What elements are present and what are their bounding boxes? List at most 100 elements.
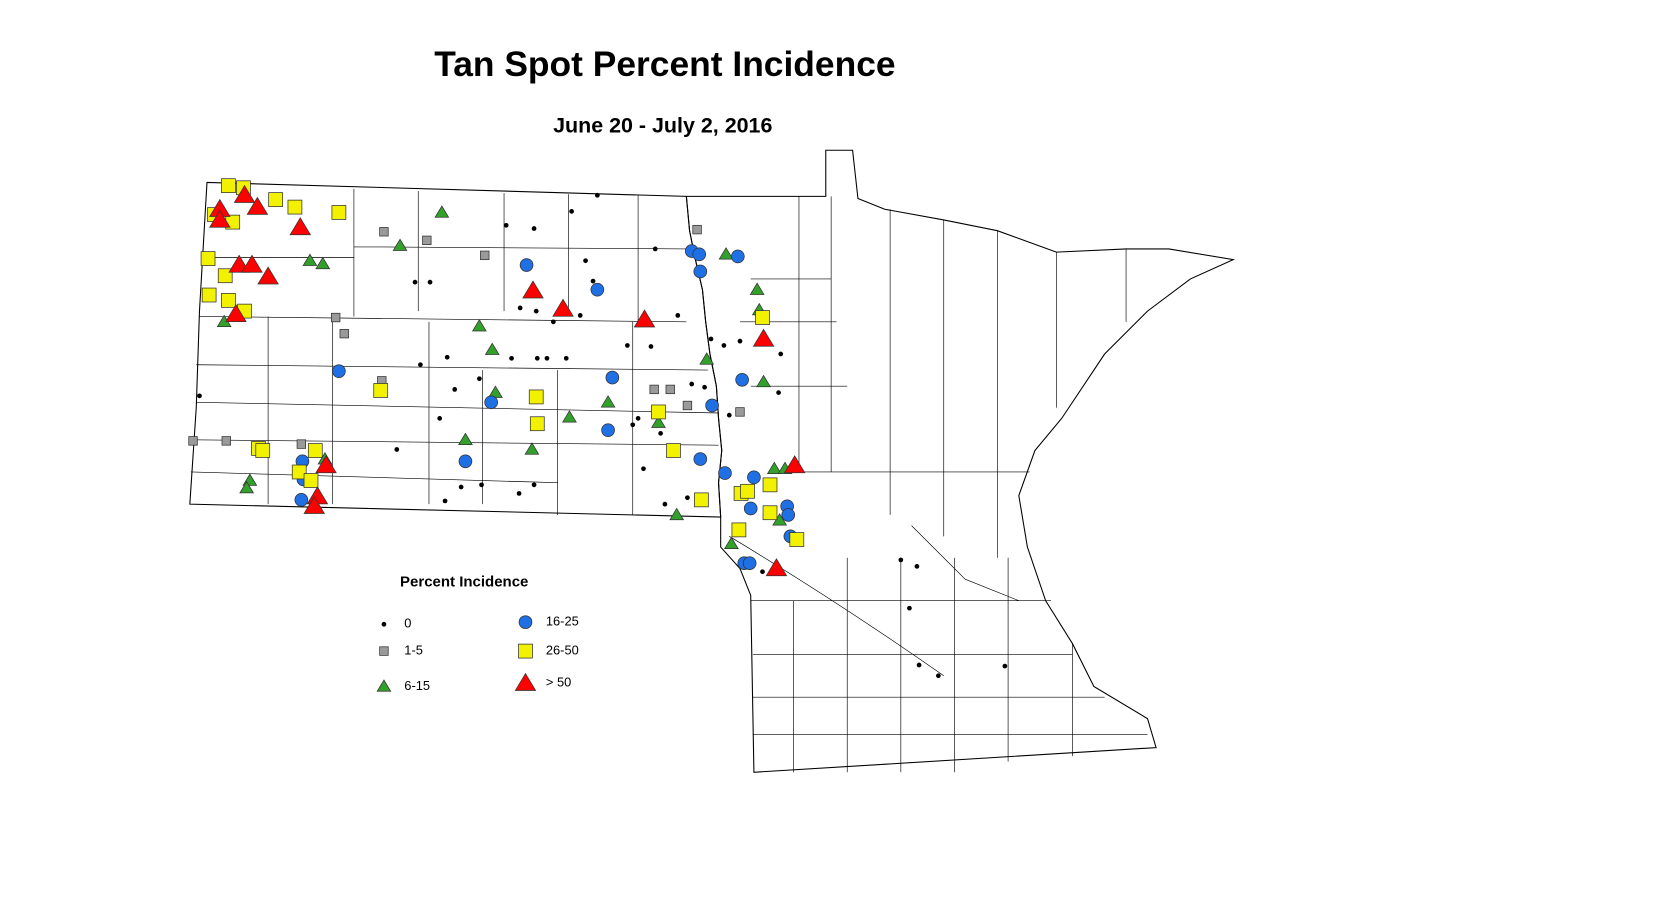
marker-dot (577, 313, 583, 318)
marker-square (200, 251, 216, 266)
marker-square (307, 443, 323, 458)
marker-dot (531, 226, 537, 231)
marker-triangle (651, 415, 666, 428)
marker-square (528, 389, 544, 405)
marker-square (518, 643, 533, 659)
marker-circle (705, 398, 719, 413)
marker-square (649, 384, 659, 395)
marker-dot (444, 354, 450, 360)
marker-triangle (633, 309, 656, 328)
marker-circle (518, 615, 533, 629)
marker-dot (630, 422, 636, 428)
marker-circle (693, 452, 708, 466)
marker-dot (590, 278, 596, 284)
marker-dot (726, 412, 732, 418)
marker-dot (534, 355, 540, 361)
marker-square (287, 199, 303, 215)
legend: Percent Incidence 0 1-5 6-15 16-25 26-50 > 50 (376, 573, 579, 693)
marker-triangle (302, 253, 318, 266)
marker-square (339, 328, 349, 339)
marker-square (755, 310, 770, 325)
marker-dot (907, 605, 912, 611)
marker-circle (743, 501, 758, 516)
marker-circle (601, 423, 615, 437)
marker-triangle (783, 455, 806, 474)
marker-dot (1002, 663, 1008, 669)
marker-square (762, 505, 778, 521)
legend-label: 16-25 (546, 614, 579, 629)
marker-triangle (522, 280, 544, 299)
marker-square (379, 227, 389, 237)
marker-triangle (315, 256, 331, 270)
marker-triangle (524, 442, 540, 455)
marker-triangle (289, 217, 312, 236)
marker-dot (898, 557, 904, 563)
marker-square (694, 492, 709, 508)
marker-dot (689, 381, 695, 387)
marker-square (665, 384, 675, 395)
county-lines (190, 188, 1148, 773)
marker-square (188, 436, 198, 446)
marker-triangle (766, 461, 782, 474)
marker-triangle (718, 247, 734, 260)
marker-dot (708, 336, 714, 342)
marker-circle (735, 372, 749, 387)
marker-triangle (699, 352, 715, 365)
marker-circle (731, 249, 745, 264)
marker-triangle (600, 395, 616, 408)
marker-square (735, 407, 745, 417)
marker-triangle (484, 342, 500, 355)
marker-triangle (241, 254, 263, 273)
marker-dot (533, 308, 539, 314)
marker-triangle (471, 318, 487, 332)
marker-dot (594, 192, 600, 198)
marker-dot (625, 343, 630, 348)
marker-square (529, 416, 545, 432)
marker-triangle (209, 209, 231, 228)
marker-circle (718, 466, 732, 480)
marker-triangle (756, 374, 771, 388)
marker-dot (458, 484, 464, 490)
markers (188, 178, 1008, 679)
marker-square (221, 178, 236, 193)
marker-triangle (458, 432, 473, 446)
marker-triangle (514, 672, 537, 691)
marker-triangle (315, 455, 337, 474)
marker-square (221, 436, 231, 446)
marker-circle (693, 264, 708, 279)
legend-label: 6-15 (404, 678, 430, 693)
marker-dot (437, 416, 443, 421)
legend-title: Percent Incidence (400, 573, 528, 590)
marker-dot (685, 495, 690, 501)
legend-label: > 50 (546, 675, 571, 690)
marker-dot (381, 621, 387, 627)
marker-square (291, 464, 307, 480)
marker-dot (583, 258, 588, 264)
marker-triangle (765, 558, 788, 577)
marker-dot (503, 222, 509, 228)
marker-dot (760, 569, 765, 575)
marker-square (379, 646, 389, 656)
marker-square (651, 404, 666, 420)
title: Tan Spot Percent Incidence (434, 45, 895, 84)
marker-square (740, 483, 755, 499)
marker-triangle (239, 480, 255, 494)
marker-dot (479, 482, 484, 488)
marker-square (331, 312, 341, 323)
legend-label: 1-5 (404, 642, 423, 657)
marker-circle (590, 282, 605, 297)
legend-label: 0 (404, 616, 411, 631)
marker-triangle (552, 298, 574, 317)
marker-circle (742, 556, 757, 570)
marker-dot (531, 482, 537, 488)
marker-dot (778, 351, 784, 357)
marker-triangle (723, 536, 739, 550)
marker-square (268, 192, 283, 207)
marker-dot (641, 466, 646, 472)
marker-dot (916, 662, 922, 668)
marker-dot (702, 384, 707, 390)
marker-square (682, 400, 693, 411)
marker-dot (394, 447, 400, 452)
marker-square (422, 235, 432, 246)
